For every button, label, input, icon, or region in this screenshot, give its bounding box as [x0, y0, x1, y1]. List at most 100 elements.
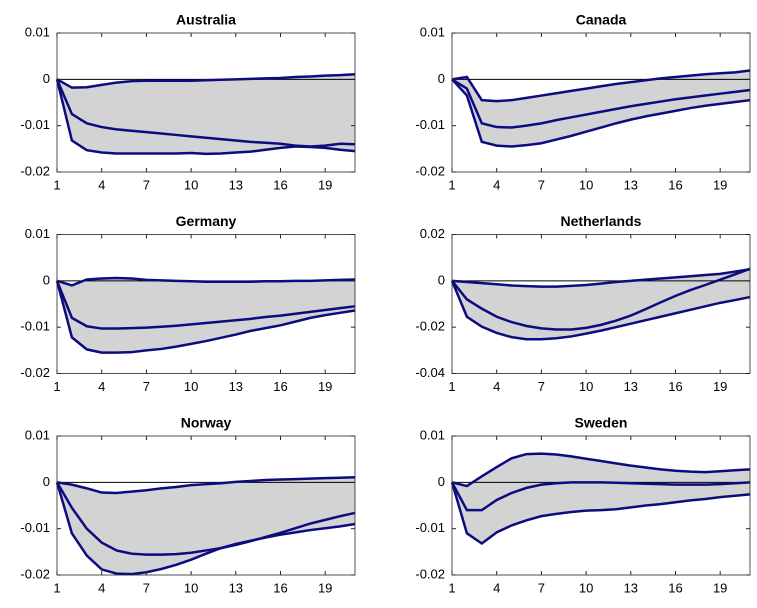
- x-tick-label: 13: [624, 580, 638, 595]
- response-line: [451, 69, 751, 103]
- x-tick-label: 10: [184, 379, 198, 394]
- y-tick-label: 0: [438, 71, 445, 86]
- y-tick-label: -0.01: [20, 117, 50, 132]
- axes-box: [56, 234, 356, 374]
- axes-box: [451, 32, 751, 173]
- panel-title: Sweden: [575, 415, 628, 431]
- y-tick-label: -0.02: [20, 365, 50, 380]
- panel: Canada -0.02 -0.01 0 0.01 1 4 7 10 13 16 19: [415, 12, 751, 192]
- response-line: [56, 475, 356, 495]
- x-tick-label: 16: [273, 379, 287, 394]
- y-tick-label: -0.04: [415, 365, 445, 380]
- y-tick-label: 0: [43, 71, 50, 86]
- response-line: [56, 72, 356, 89]
- panel: Norway -0.02 -0.01 0 0.01 1 4 7 10 13 16 19: [20, 415, 356, 595]
- x-tick-label: 13: [229, 379, 243, 394]
- x-tick-label: 19: [318, 177, 332, 192]
- x-tick-label: 10: [184, 177, 198, 192]
- y-tick-label: 0.01: [25, 24, 50, 39]
- confidence-band: [452, 70, 750, 147]
- confidence-band: [57, 477, 355, 575]
- response-line: [451, 452, 751, 488]
- y-tick-label: 0.01: [25, 226, 50, 241]
- y-tick-label: -0.02: [20, 163, 50, 178]
- x-tick-label: 7: [143, 177, 150, 192]
- x-tick-label: 13: [229, 580, 243, 595]
- x-tick-label: 13: [229, 177, 243, 192]
- panel: Germany -0.02 -0.01 0 0.01 1 4 7 10 13 16 19: [20, 213, 356, 394]
- confidence-band: [452, 453, 750, 544]
- x-tick-label: 1: [53, 580, 60, 595]
- response-line: [451, 268, 751, 288]
- y-tick-label: 0.01: [420, 24, 445, 39]
- y-tick-label: 0.01: [420, 427, 445, 442]
- x-tick-label: 4: [98, 580, 105, 595]
- y-tick-label: -0.02: [415, 163, 445, 178]
- panel-title: Germany: [176, 213, 237, 229]
- x-tick-label: 4: [98, 177, 105, 192]
- panel-title: Australia: [176, 12, 236, 28]
- x-tick-label: 7: [538, 379, 545, 394]
- y-tick-label: 0: [43, 272, 50, 287]
- y-tick-label: -0.02: [415, 566, 445, 581]
- x-tick-label: 4: [493, 177, 500, 192]
- response-line: [451, 78, 751, 129]
- x-tick-label: 4: [98, 379, 105, 394]
- axes-box: [451, 234, 751, 374]
- axes-box: [451, 435, 751, 576]
- panel: Australia -0.02 -0.01 0 0.01 1 4 7 10 13 16 19: [20, 12, 356, 192]
- x-tick-label: 13: [624, 379, 638, 394]
- y-tick-label: 0: [438, 272, 445, 287]
- panel-title: Netherlands: [561, 213, 642, 229]
- y-tick-label: -0.02: [20, 566, 50, 581]
- x-tick-label: 10: [579, 177, 593, 192]
- response-line: [450, 481, 751, 512]
- y-tick-label: 0: [438, 474, 445, 489]
- x-tick-label: 19: [318, 379, 332, 394]
- response-line: [55, 280, 356, 354]
- response-line: [451, 267, 751, 331]
- x-tick-label: 16: [668, 177, 682, 192]
- confidence-band: [57, 278, 355, 353]
- x-tick-label: 1: [448, 177, 455, 192]
- response-line: [55, 280, 356, 330]
- panel-title: Norway: [181, 415, 232, 431]
- y-tick-label: 0: [43, 474, 50, 489]
- response-line: [451, 78, 751, 148]
- response-line: [56, 276, 356, 287]
- x-tick-label: 16: [273, 580, 287, 595]
- response-line: [55, 79, 356, 156]
- x-tick-label: 19: [713, 177, 727, 192]
- y-tick-label: 0.02: [420, 226, 445, 241]
- axes-box: [56, 32, 356, 173]
- confidence-band: [57, 74, 355, 154]
- panel: Sweden -0.02 -0.01 0 0.01 1 4 7 10 13 16 19: [415, 415, 751, 595]
- x-tick-label: 16: [668, 379, 682, 394]
- x-tick-label: 19: [713, 580, 727, 595]
- panel-title: Canada: [576, 12, 627, 28]
- y-tick-label: -0.01: [20, 319, 50, 334]
- x-tick-label: 13: [624, 177, 638, 192]
- response-line: [55, 481, 356, 556]
- x-tick-label: 19: [318, 580, 332, 595]
- x-tick-label: 7: [143, 379, 150, 394]
- y-tick-label: -0.01: [415, 520, 445, 535]
- x-tick-label: 1: [53, 379, 60, 394]
- x-tick-label: 10: [579, 379, 593, 394]
- x-tick-label: 10: [184, 580, 198, 595]
- y-tick-label: -0.02: [415, 319, 445, 334]
- y-tick-label: -0.01: [415, 117, 445, 132]
- x-tick-label: 10: [579, 580, 593, 595]
- response-line: [450, 280, 751, 341]
- panel: Netherlands -0.04 -0.02 0 0.02 1 4 7 10 13 16 19: [415, 213, 751, 394]
- response-line: [55, 481, 356, 576]
- confidence-band: [452, 269, 750, 340]
- x-tick-label: 1: [448, 580, 455, 595]
- x-tick-label: 16: [273, 177, 287, 192]
- axes-box: [56, 435, 356, 576]
- x-tick-label: 7: [143, 580, 150, 595]
- x-tick-label: 7: [538, 580, 545, 595]
- x-tick-label: 1: [53, 177, 60, 192]
